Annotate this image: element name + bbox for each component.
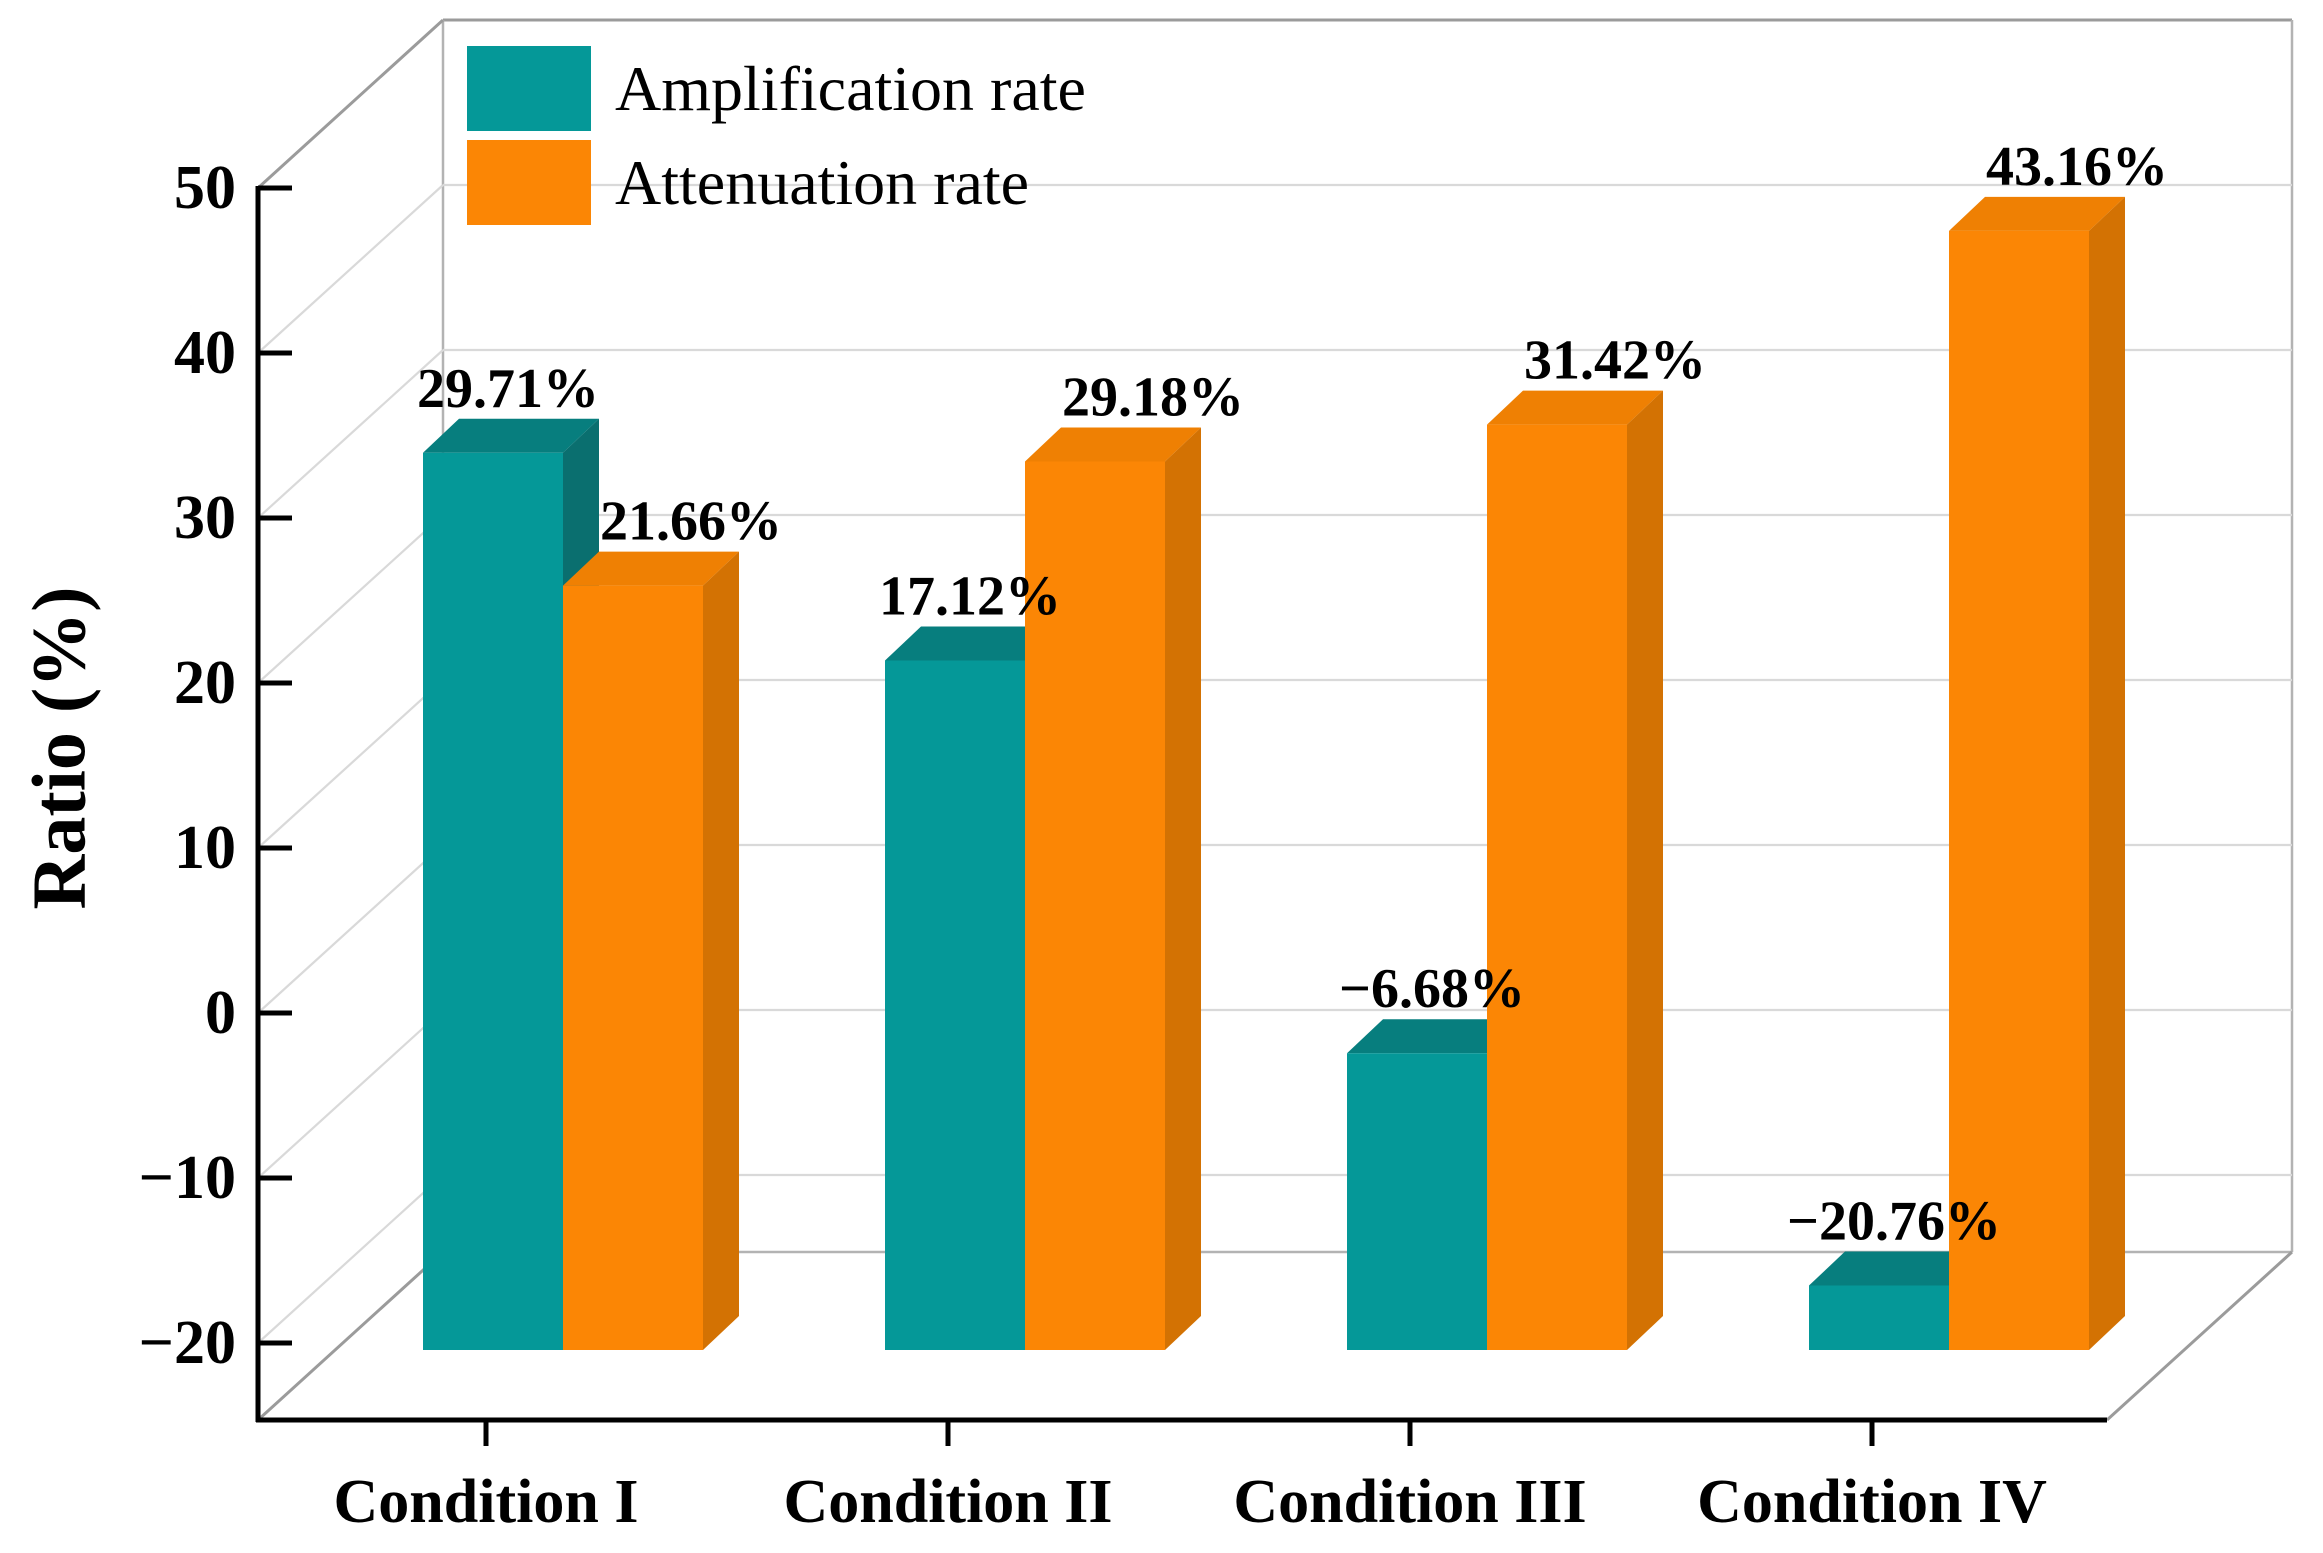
axes [255,185,2107,1446]
y-tick-label: −20 [139,1309,236,1377]
gridline-left-wall [257,184,444,354]
data-label: −6.68% [1339,958,1525,1020]
bar-front-face [1025,461,1165,1350]
bar-front-face [1347,1053,1487,1350]
bar-front-face [563,585,703,1350]
floor-left-edge [256,1250,445,1422]
bar-top-face [1809,1251,1985,1286]
legend-swatch-attenuation-rate [467,140,591,225]
gridline-left-wall [257,1174,444,1344]
bar-front-face [885,660,1025,1350]
category-label: Condition I [334,1468,639,1536]
legend-label-amplification-rate: Amplification rate [615,52,1086,124]
bar-side-face [703,551,739,1350]
data-labels: 29.71% 21.66% 17.12% 29.18% −6.68% 31.42% −20.… [417,136,2168,1253]
bars [423,196,2125,1351]
data-label: 21.66% [600,491,782,553]
y-tick-label: 20 [174,649,236,717]
data-label: 43.16% [1986,136,2168,198]
data-label: 29.71% [417,358,599,420]
bar-top-face [1949,196,2125,231]
y-axis-title: Ratio (%) [17,586,102,910]
data-label: −20.76% [1787,1191,2001,1253]
gridline-left-wall [257,514,444,684]
floor-right-edge [2105,1250,2294,1422]
bar-attenuation-rate-condition-ii [1025,427,1201,1350]
y-tick-label: 0 [205,979,236,1047]
y-tick-label: 10 [174,814,236,882]
bar-top-face [423,418,599,453]
legend-item-attenuation-rate: Attenuation rate [467,140,1086,225]
bar-front-face [1949,230,2089,1351]
data-label: 17.12% [879,566,1061,628]
y-tick-label: −10 [139,1144,236,1212]
y-tick-label: 50 [174,154,236,222]
category-label: Condition III [1233,1468,1586,1536]
gridline-left-wall [257,349,444,519]
bar-top-face [885,626,1061,661]
legend-label-attenuation-rate: Attenuation rate [615,146,1030,218]
data-label: 31.42% [1524,330,1706,392]
y-tick-label: 40 [174,319,236,387]
data-label: 29.18% [1062,367,1244,429]
category-label: Condition IV [1697,1468,2047,1536]
legend: Amplification rate Attenuation rate [467,46,1086,225]
category-label: Condition II [783,1468,1112,1536]
left-wall-top-edge [256,18,445,190]
box-depth-edges [256,18,2294,1422]
bar-side-face [2089,196,2125,1351]
legend-item-amplification-rate: Amplification rate [467,46,1086,131]
gridline-left-wall [257,1009,444,1179]
bar-front-face [1809,1285,1949,1350]
bar-top-face [563,551,739,586]
category-labels: Condition I Condition II Condition III Cond… [334,1468,2048,1536]
bar-side-face [1627,390,1663,1350]
y-tick-labels: 50 40 30 20 10 0 −10 −20 [139,154,236,1377]
bar-attenuation-rate-condition-i [563,551,739,1350]
bar-top-face [1487,390,1663,425]
gridline-left-wall [257,679,444,849]
gridline-left-wall [257,844,444,1014]
legend-swatch-amplification-rate [467,46,591,131]
y-tick-label: 30 [174,484,236,552]
bar-front-face [1487,424,1627,1350]
bar-top-face [1347,1019,1523,1054]
bar-top-face [1025,427,1201,462]
bar-side-face [1165,427,1201,1350]
bar-attenuation-rate-condition-iii [1487,390,1663,1350]
bar-attenuation-rate-condition-iv [1949,196,2125,1351]
bar-front-face [423,452,563,1350]
